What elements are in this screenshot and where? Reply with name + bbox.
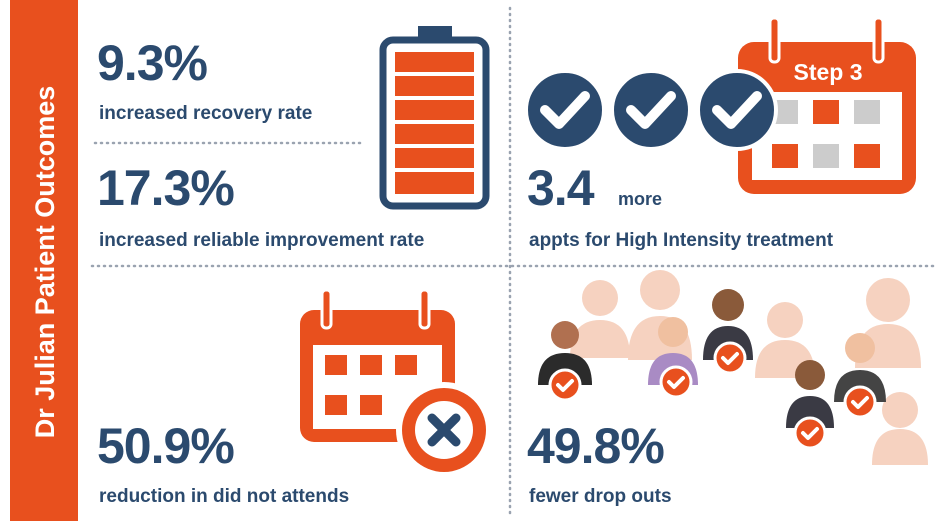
calendar-label: Step 3 xyxy=(793,59,862,85)
stat-caption: increased reliable improvement rate xyxy=(99,230,424,251)
battery-icon xyxy=(379,26,490,210)
stat-caption: reduction in did not attends xyxy=(99,486,349,507)
stat-caption: appts for High Intensity treatment xyxy=(529,230,834,251)
people-icon xyxy=(538,270,928,465)
stat-number: 9.3% xyxy=(97,35,208,91)
sidebar xyxy=(10,0,78,521)
check-icons xyxy=(524,69,778,151)
stat-suffix: more xyxy=(618,189,662,209)
sidebar-title: Dr Julian Patient Outcomes xyxy=(30,86,60,439)
stat-number: 3.4 xyxy=(527,160,595,216)
stat-caption: increased recovery rate xyxy=(99,103,312,124)
stat-caption: fewer drop outs xyxy=(529,486,672,507)
missed-calendar-icon xyxy=(300,288,492,478)
stat-number: 49.8% xyxy=(527,418,664,474)
stat-number: 17.3% xyxy=(97,160,234,216)
stat-number: 50.9% xyxy=(97,418,234,474)
